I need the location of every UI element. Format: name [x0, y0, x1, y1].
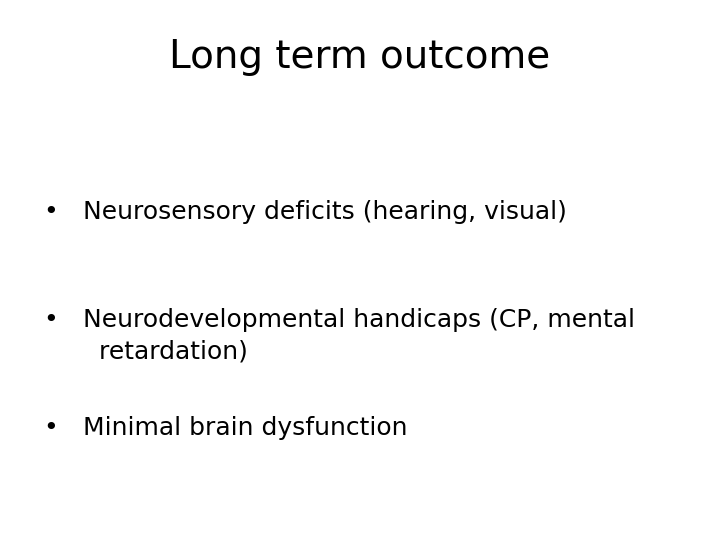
Text: Minimal brain dysfunction: Minimal brain dysfunction [83, 416, 408, 440]
Text: Long term outcome: Long term outcome [169, 38, 551, 76]
Text: •: • [43, 200, 58, 224]
Text: •: • [43, 416, 58, 440]
Text: Neurosensory deficits (hearing, visual): Neurosensory deficits (hearing, visual) [83, 200, 567, 224]
Text: •: • [43, 308, 58, 332]
Text: Neurodevelopmental handicaps (CP, mental
  retardation): Neurodevelopmental handicaps (CP, mental… [83, 308, 635, 363]
